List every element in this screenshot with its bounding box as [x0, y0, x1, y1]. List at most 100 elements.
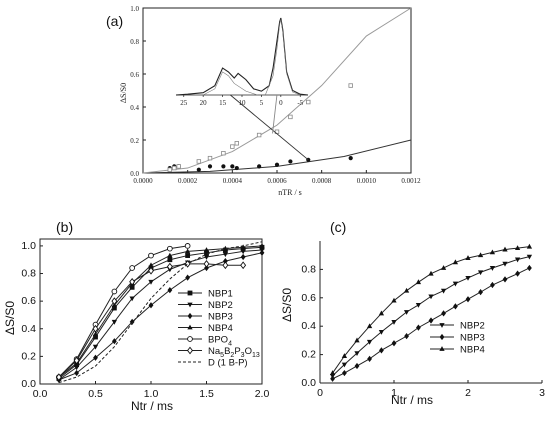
data-point [203, 259, 210, 268]
data-point [306, 99, 311, 105]
x-tick-label: 0 [317, 387, 323, 399]
y-tick-label: 1.0 [21, 240, 36, 252]
y-tick-label: 0.0 [21, 378, 36, 390]
plot-frame [142, 7, 412, 174]
data-point [428, 317, 434, 324]
data-point [74, 369, 80, 377]
data-point [203, 255, 210, 260]
x-tick-label: 1 [391, 387, 397, 399]
legend-marker [187, 346, 193, 355]
data-point [93, 354, 98, 361]
legend-marker [187, 312, 193, 320]
data-point [204, 264, 209, 272]
data-point [489, 266, 496, 271]
data-point [73, 356, 80, 365]
panel-c-label: (c) [330, 219, 346, 235]
legend-label: NBP3 [460, 333, 485, 344]
data-point [502, 276, 508, 283]
data-point [222, 252, 229, 258]
y-tick-label: 0.6 [21, 295, 36, 307]
x-tick-label: 0.0006 [267, 177, 287, 185]
data-point [257, 164, 262, 169]
inset-tick-label: 5 [260, 99, 264, 107]
inset-tick-label: -5 [297, 99, 303, 107]
y-tick-label: 0.4 [130, 104, 139, 112]
data-point [234, 141, 239, 146]
data-point [55, 373, 62, 381]
data-point [366, 339, 373, 345]
data-point [527, 264, 532, 272]
x-tick-label: 2 [465, 387, 471, 399]
data-point [489, 249, 496, 255]
data-point [465, 255, 471, 260]
data-point [185, 253, 191, 258]
y-tick-label: 0.8 [130, 38, 139, 46]
x-tick-label: 0.0012 [401, 177, 421, 185]
data-point [148, 279, 154, 285]
legend-marker [439, 346, 445, 351]
data-point [93, 334, 98, 340]
inset-tick-label: 15 [219, 99, 227, 107]
y-tick-label: 0.2 [301, 349, 316, 361]
panel-c: (c) ΔS/S0 Ntr / ms 0 1 2 3 0.0 0.2 0.4 0.6 0.8 N… [280, 219, 545, 407]
inset-component [203, 71, 258, 96]
data-point [342, 369, 347, 377]
y-tick-label: 0.2 [21, 350, 36, 362]
y-tick-label: 0.8 [21, 268, 36, 280]
legend-marker [439, 323, 445, 328]
series-line [58, 252, 263, 381]
data-point [204, 250, 209, 256]
data-point [348, 156, 353, 161]
panel-c-xlabel: Ntr / ms [391, 393, 433, 407]
data-point [416, 324, 421, 331]
data-point [514, 245, 521, 251]
data-point [502, 246, 508, 252]
panel-b-ylabel: ΔS/S0 [3, 301, 17, 335]
connector-line [272, 94, 278, 134]
x-tick-label: 0.0002 [178, 177, 198, 185]
data-point [259, 243, 265, 248]
data-point [221, 150, 226, 156]
x-tick-label: 0.5 [88, 388, 103, 400]
data-point [354, 351, 360, 357]
inset-tick-label: 10 [239, 99, 247, 107]
x-tick-label: 0.0 [33, 388, 48, 400]
data-point [404, 333, 409, 340]
y-tick-label: 0.6 [301, 292, 316, 304]
legend-label: Na5B2P3O13 [208, 346, 260, 359]
legend-label: NBP2 [460, 321, 485, 332]
inset-tick-label: 20 [200, 99, 208, 107]
data-point [129, 277, 136, 286]
y-tick-label: 0.2 [130, 137, 139, 145]
data-point [526, 243, 533, 249]
data-point [240, 261, 247, 270]
series-line [58, 241, 263, 384]
data-point [366, 323, 373, 329]
data-point [207, 155, 213, 161]
y-tick-label: 0.4 [21, 323, 36, 335]
data-point [185, 274, 191, 281]
legend-marker [187, 290, 193, 296]
data-point [230, 144, 235, 149]
data-point [490, 281, 495, 289]
panel-a-label: (a) [106, 13, 123, 29]
data-point [92, 331, 99, 337]
data-point [526, 254, 533, 260]
y-tick-label: 0.6 [130, 71, 139, 79]
data-point [111, 305, 117, 311]
data-point [129, 284, 135, 290]
panel-a: (a) ΔS/S0 nTR / s 0.0000 0.0002 0.0004 0.00… [106, 5, 421, 197]
data-point [73, 365, 80, 371]
y-tick-label: 0.0 [130, 170, 139, 178]
data-point [167, 286, 173, 294]
data-point [428, 294, 434, 300]
data-point [415, 279, 422, 285]
panel-a-ylabel: ΔS/S0 [119, 83, 128, 103]
series-line [58, 245, 188, 378]
data-point [378, 329, 385, 335]
data-point [415, 302, 422, 308]
x-tick-label: 0.0010 [357, 177, 377, 185]
legend-label: NBP1 [208, 289, 233, 300]
legend-label: BPO4 [208, 335, 232, 348]
